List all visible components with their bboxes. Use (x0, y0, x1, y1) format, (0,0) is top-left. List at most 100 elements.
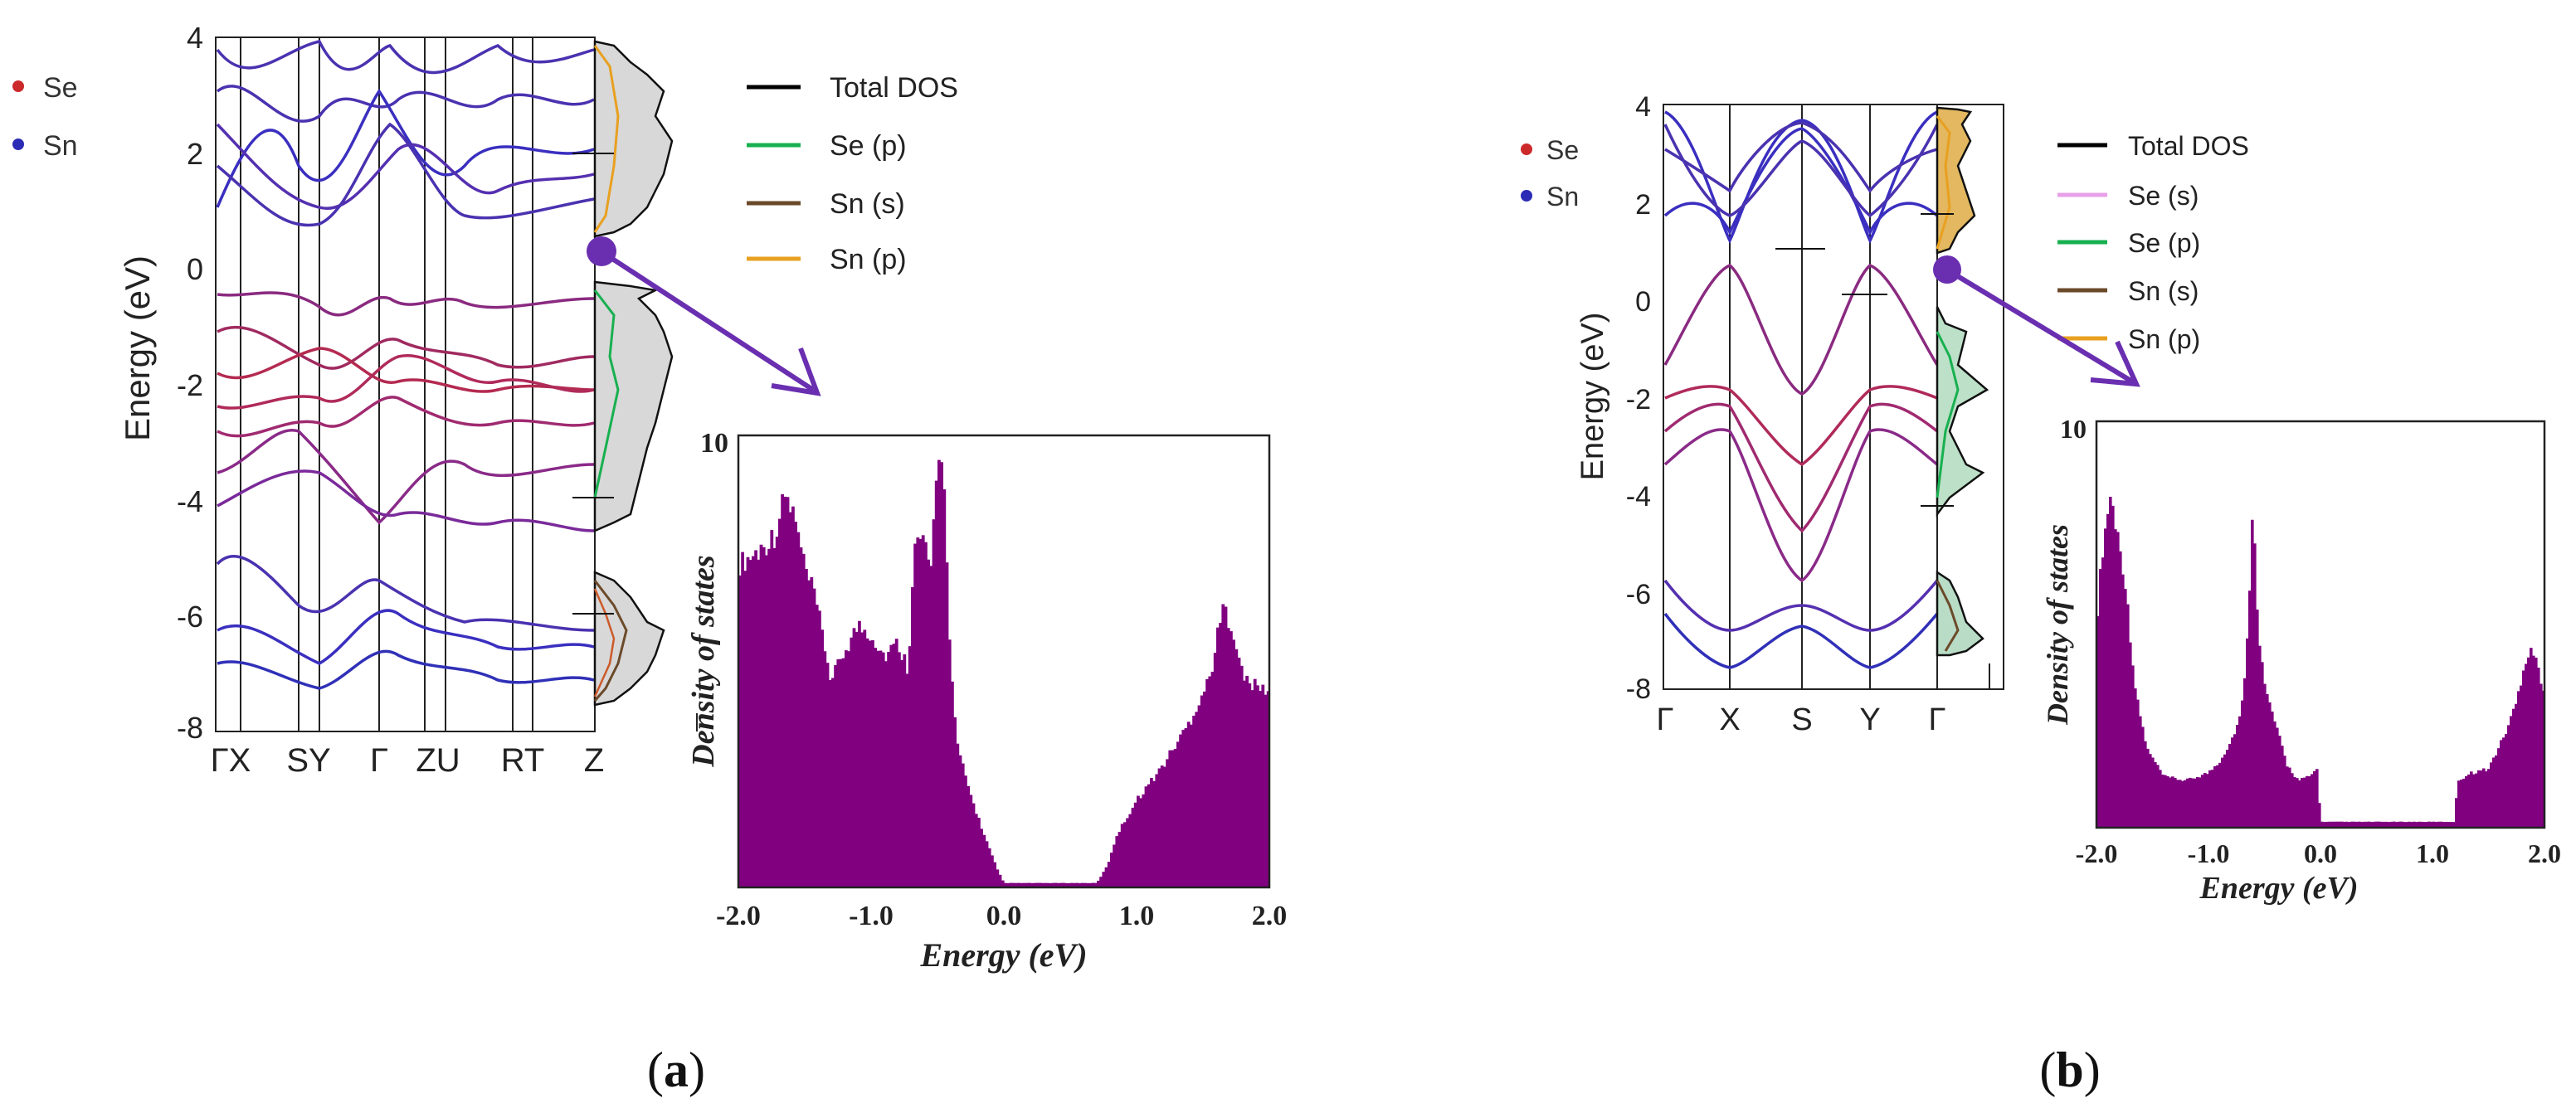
band-y-ticks-a: 4 2 0 -2 -4 -6 -8 (177, 21, 203, 745)
dos-bar (2313, 770, 2316, 828)
dos-bar (889, 644, 894, 887)
dos-bar (2330, 821, 2334, 828)
dos-bar (2515, 703, 2518, 828)
dos-bar (993, 862, 996, 887)
atom-legend-se-label: Se (43, 72, 78, 104)
dos-bar (2266, 693, 2269, 828)
caption-close: ) (2084, 1042, 2101, 1097)
dos-bar (1150, 778, 1153, 887)
zoom-arrow-b (1933, 255, 2140, 387)
dos-bar (1009, 882, 1013, 887)
dos-bar (2398, 821, 2401, 828)
dos-inset-a: 10 Density of states -2.0 -1.0 0.0 1.0 2… (686, 428, 1287, 974)
dos-bar (2151, 757, 2155, 828)
dos-bar (1128, 814, 1132, 887)
dos-bar (1064, 882, 1069, 887)
dos-bar (2380, 821, 2384, 828)
dos-bar (1059, 882, 1063, 887)
dos-bar (778, 518, 782, 887)
pdos-strip-a (572, 37, 698, 731)
dos-bar (2139, 716, 2142, 828)
dos-bar (985, 841, 989, 887)
dos-bar (2216, 765, 2219, 828)
dos-bar (2539, 683, 2543, 828)
dos-bar (2487, 769, 2491, 828)
dos-inset-frame-a (737, 434, 1271, 889)
dos-bar (2186, 778, 2189, 828)
band-plot-frame-b (1663, 104, 2004, 690)
dos-bar (1216, 627, 1220, 887)
dos-bar (2400, 821, 2403, 828)
dos-x-label-a: Energy (eV) (919, 936, 1087, 974)
dos-bar (2126, 604, 2130, 828)
dos-bar (2328, 821, 2331, 828)
zoom-arrow-a (587, 236, 821, 396)
dos-bar (1200, 695, 1204, 887)
kpoint-label: X (1719, 702, 1740, 737)
atom-legend-se-label: Se (1546, 135, 1579, 165)
dos-xtick: 0.0 (986, 901, 1022, 931)
dos-bar (980, 829, 983, 887)
dos-bar (1038, 882, 1042, 887)
dos-bar (1046, 882, 1049, 887)
dos-bar (911, 587, 914, 887)
dos-bar (2121, 574, 2125, 828)
dos-bar (884, 661, 888, 887)
dos-bar (2477, 770, 2481, 828)
dos-bar (967, 785, 970, 887)
dos-bar (1266, 691, 1270, 887)
caption-close: ) (689, 1042, 705, 1097)
dos-bar (2129, 642, 2132, 828)
dos-bar (2114, 529, 2117, 828)
dos-bar (2530, 648, 2533, 828)
dos-bar (1057, 882, 1060, 887)
dos-bar (1113, 844, 1116, 887)
dos-bar (2368, 821, 2371, 828)
sn-marker (1521, 190, 1532, 202)
dos-bar (2258, 645, 2262, 828)
dos-bar (2385, 821, 2389, 828)
dos-bar (918, 538, 923, 887)
atom-legend-sn-label: Sn (1546, 182, 1579, 211)
kpoint-labels-b: Γ X S Y Γ (1657, 702, 1946, 737)
dos-bar (772, 547, 777, 887)
dos-bar (2301, 777, 2304, 828)
dos-bar (818, 610, 821, 887)
dos-bar (2223, 754, 2227, 828)
dos-bar (2096, 615, 2100, 828)
dos-bar (2206, 774, 2209, 828)
dos-bar (2360, 821, 2364, 828)
dos-bar (2457, 780, 2461, 828)
legend-label: Sn (s) (830, 188, 905, 220)
dos-bar (1115, 836, 1119, 887)
sn-marker (12, 138, 24, 150)
kpoint-label: ZU (416, 742, 460, 779)
dos-bar (2447, 822, 2451, 828)
dos-bar (881, 652, 885, 887)
dos-bar (845, 650, 848, 887)
band-y-ticks-b: 4 2 0 -2 -4 -6 -8 (1626, 91, 1651, 705)
ytick: -8 (177, 711, 203, 745)
ytick: -6 (177, 600, 203, 634)
ytick: 4 (187, 21, 203, 55)
dos-bar (2388, 822, 2391, 828)
dos-bar (1248, 683, 1252, 887)
kpoint-label: Z (584, 742, 604, 779)
ytick: 2 (1635, 189, 1651, 221)
dos-bar (1137, 795, 1140, 887)
dos-bar (1118, 832, 1122, 887)
dos-bar (757, 559, 761, 887)
dos-bar (1219, 623, 1222, 887)
dos-bar (1186, 722, 1191, 887)
dos-bar (2383, 821, 2386, 828)
dos-bar (2320, 821, 2324, 828)
dos-bar (801, 553, 806, 887)
dos-bar (2124, 589, 2127, 828)
dos-bar (836, 658, 840, 887)
dos-bar (1205, 678, 1209, 887)
dos-legend-a: Total DOS Se (p) Sn (s) Sn (p) (747, 72, 958, 275)
dos-bar (1181, 729, 1186, 887)
dos-bar (783, 496, 787, 887)
dos-bar (2156, 765, 2160, 828)
dos-bar (2450, 822, 2453, 828)
